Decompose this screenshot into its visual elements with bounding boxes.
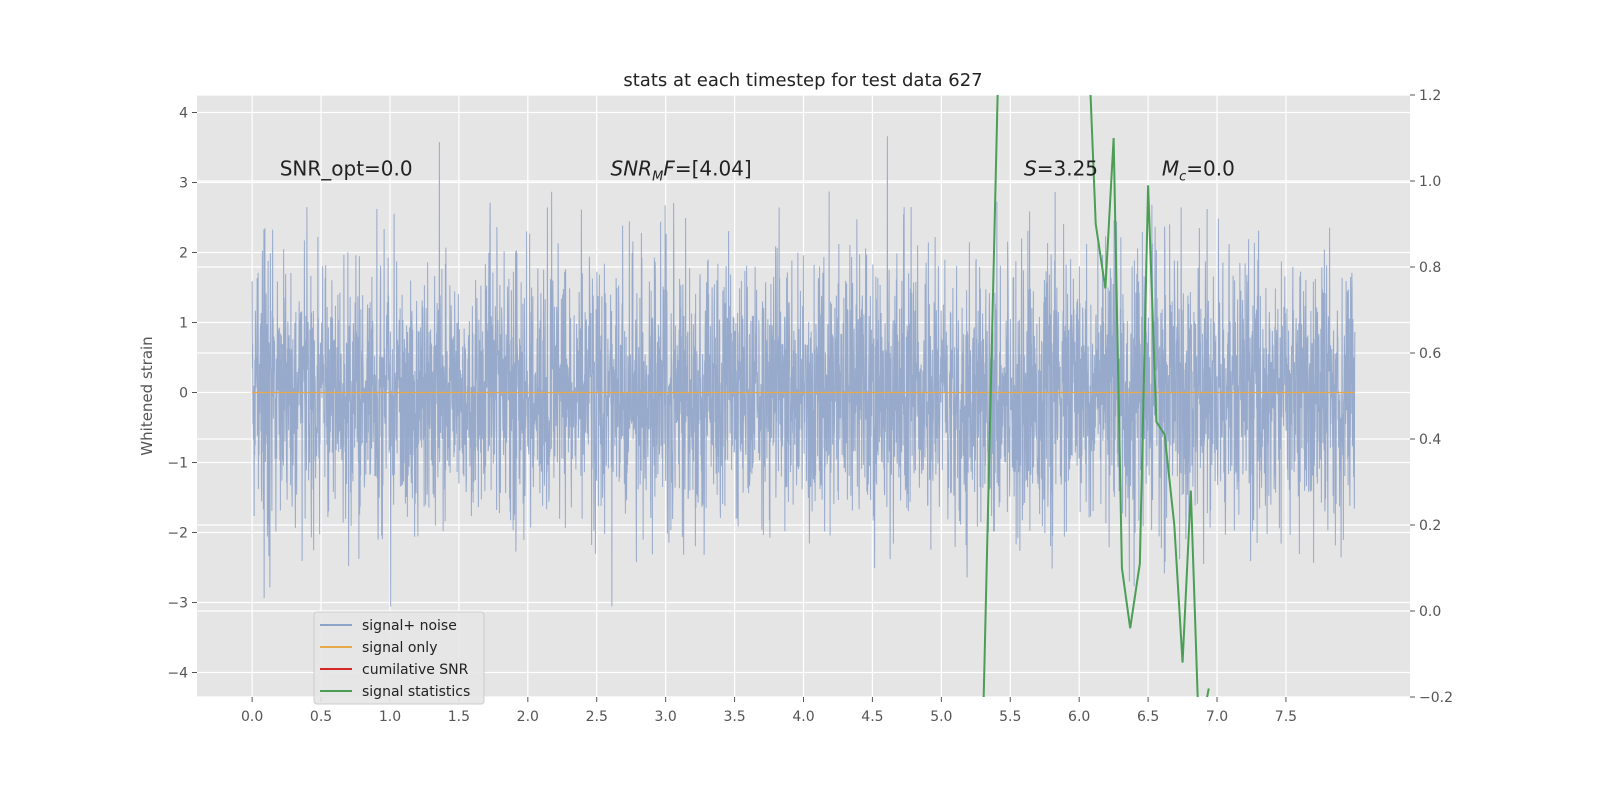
x-tick-label: 1.5 bbox=[448, 709, 470, 725]
x-tick-label: 2.5 bbox=[586, 709, 608, 725]
x-tick-label: 4.5 bbox=[861, 709, 883, 725]
x-tick-label: 3.5 bbox=[723, 709, 745, 725]
y-tick-label: 0 bbox=[179, 386, 188, 402]
annotation-1: SNRMF=[4.04] bbox=[611, 157, 752, 185]
x-tick-label: 2.0 bbox=[517, 709, 539, 725]
legend-label: signal statistics bbox=[362, 684, 470, 700]
y2-tick-label: −0.2 bbox=[1419, 690, 1453, 706]
y-tick-label: −4 bbox=[167, 666, 188, 682]
axes: 0.0 0.5 1.0 1.5 2.0 2.5 3.0 3.5 4.0 4.5 5.0 5.5 6.0 6… bbox=[167, 88, 1453, 725]
y2-tick-label: 0.6 bbox=[1419, 346, 1441, 362]
annotations: SNR_opt=0.0 SNRMF=[4.04] S=3.25 Mc=0.0 bbox=[280, 157, 1235, 185]
y2-tick-label: 0.0 bbox=[1419, 604, 1441, 620]
series-layer bbox=[251, 95, 1356, 697]
y2-tick-label: 0.2 bbox=[1419, 518, 1441, 534]
y-tick-label: −3 bbox=[167, 596, 188, 612]
legend-label: signal+ noise bbox=[362, 618, 457, 634]
y2-tick-label: 1.0 bbox=[1419, 174, 1441, 190]
chart-title: stats at each timestep for test data 627 bbox=[623, 70, 982, 91]
series-signal-statistics-line bbox=[982, 95, 1210, 697]
legend: signal+ noise signal only cumilative SNR si… bbox=[313, 611, 485, 705]
legend-label: signal only bbox=[362, 640, 437, 656]
legend-box bbox=[313, 611, 485, 705]
annotation-2: S=3.25 bbox=[1024, 157, 1098, 181]
annotation-0: SNR_opt=0.0 bbox=[280, 157, 413, 181]
legend-label: cumilative SNR bbox=[362, 662, 469, 678]
y-tick-label: −2 bbox=[167, 526, 188, 542]
y-axis-label: Whitened strain bbox=[138, 336, 156, 455]
y-tick-label: 4 bbox=[179, 106, 188, 122]
x-tick-label: 3.0 bbox=[655, 709, 677, 725]
y-tick-label: 1 bbox=[179, 316, 188, 332]
x-tick-label: 7.0 bbox=[1206, 709, 1228, 725]
annotation-3: Mc=0.0 bbox=[1162, 157, 1235, 185]
x-tick-label: 7.5 bbox=[1275, 709, 1297, 725]
y-tick-label: 3 bbox=[179, 176, 188, 192]
x-tick-label: 0.5 bbox=[310, 709, 332, 725]
x-tick-label: 1.0 bbox=[379, 709, 401, 725]
y-tick-label: 2 bbox=[179, 246, 188, 262]
x-tick-label: 4.0 bbox=[792, 709, 814, 725]
y2-tick-label: 0.4 bbox=[1419, 432, 1441, 448]
x-tick-label: 5.5 bbox=[999, 709, 1021, 725]
y2-tick-label: 1.2 bbox=[1419, 88, 1441, 104]
y2-tick-label: 0.8 bbox=[1419, 260, 1441, 276]
x-tick-label: 5.0 bbox=[930, 709, 952, 725]
x-tick-label: 6.0 bbox=[1068, 709, 1090, 725]
series-signal-noise-line bbox=[251, 136, 1356, 607]
x-tick-label: 6.5 bbox=[1137, 709, 1159, 725]
x-tick-label: 0.0 bbox=[241, 709, 263, 725]
y-tick-label: −1 bbox=[167, 456, 188, 472]
